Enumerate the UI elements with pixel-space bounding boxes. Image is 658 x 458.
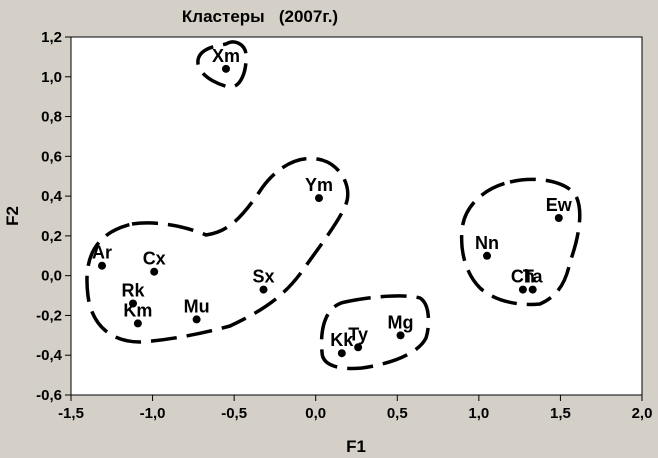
y-tick-label: 0,6	[41, 148, 62, 165]
y-tick-label: 0,4	[41, 188, 63, 205]
data-point-km	[133, 319, 142, 328]
point-label-kk: Kk	[330, 330, 354, 350]
point-label-mu: Mu	[184, 296, 210, 316]
chart-title: Кластеры (2007г.)	[182, 7, 338, 26]
x-axis-ticks: -1,5 -1,0 -0,5 0,0 0,5 1,0 1,5 2,0	[58, 395, 652, 422]
point-label-ch: Ch	[511, 267, 535, 287]
x-tick-label: 0,0	[305, 405, 326, 422]
point-label-ew: Ew	[546, 195, 573, 215]
point-label-ty: Ty	[348, 324, 368, 344]
point-label-km: Km	[123, 300, 152, 320]
y-tick-label: -0,4	[36, 347, 63, 364]
y-axis-label: F2	[3, 206, 22, 226]
y-tick-label: 0,0	[41, 268, 62, 285]
y-tick-label: -0,2	[36, 307, 62, 324]
point-label-cx: Cx	[143, 249, 166, 269]
data-point-ta	[528, 285, 537, 294]
data-point-ew	[554, 213, 563, 222]
y-tick-label: 1,0	[41, 69, 62, 86]
point-label-ym: Ym	[305, 175, 333, 195]
y-tick-label: 0,8	[41, 109, 62, 126]
data-point-sx	[259, 285, 268, 294]
point-label-sx: Sx	[252, 267, 274, 287]
x-tick-label: -0,5	[221, 405, 247, 422]
data-point-ty	[354, 343, 363, 352]
plot-area	[70, 36, 643, 396]
point-label-ar: Ar	[92, 243, 112, 263]
x-tick-label: -1,0	[140, 405, 166, 422]
y-tick-label: 0,2	[41, 228, 62, 245]
data-point-kk	[337, 349, 346, 358]
cluster-outline-right	[459, 177, 582, 307]
x-tick-label: 1,5	[550, 405, 571, 422]
data-point-xm	[221, 64, 230, 73]
x-tick-label: -1,5	[58, 405, 84, 422]
y-axis-ticks: -0,6 -0,4 -0,2 0,0 0,2 0,4 0,6 0,8 1,0 1,2	[36, 29, 71, 404]
x-axis-label: F1	[346, 437, 366, 456]
cluster-outlines	[85, 40, 582, 371]
data-point-ym	[314, 194, 323, 203]
cluster-outline-xm	[196, 40, 248, 89]
point-label-mg: Mg	[388, 312, 414, 332]
x-tick-label: 1,0	[468, 405, 489, 422]
point-label-rk: Rk	[121, 281, 145, 301]
data-point-rk	[128, 299, 137, 308]
data-point-nn	[483, 251, 492, 260]
data-point-ar	[97, 261, 106, 270]
x-tick-label: 2,0	[632, 405, 653, 422]
cluster-outline-main	[85, 156, 350, 344]
data-point-ch	[518, 285, 527, 294]
point-label-xm: Xm	[212, 46, 240, 66]
data-points	[97, 64, 563, 358]
point-label-nn: Nn	[475, 233, 499, 253]
data-point-mu	[192, 315, 201, 324]
data-point-cx	[150, 267, 159, 276]
data-point-mg	[396, 331, 405, 340]
y-tick-label: -0,6	[36, 387, 62, 404]
x-tick-label: 0,5	[387, 405, 408, 422]
cluster-outline-kk-ty-mg	[319, 294, 431, 371]
y-tick-label: 1,2	[41, 29, 62, 46]
point-label-ta: Ta	[523, 267, 544, 287]
